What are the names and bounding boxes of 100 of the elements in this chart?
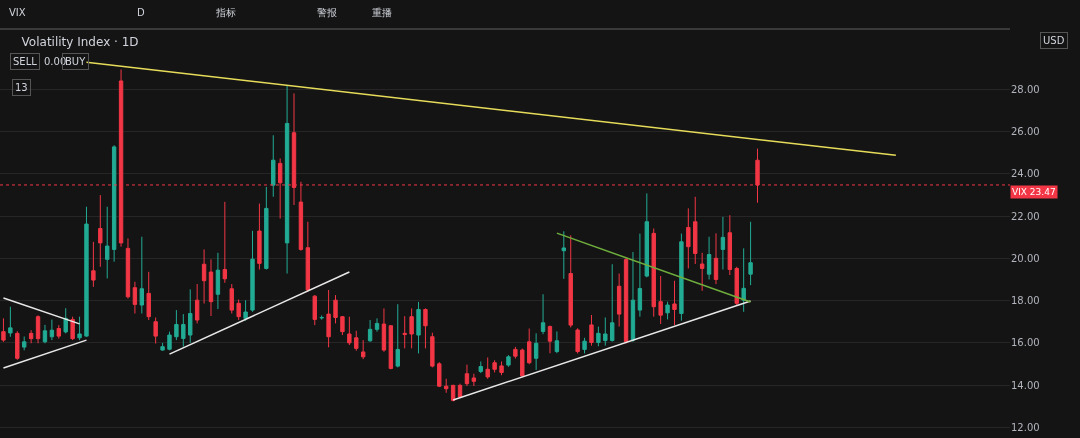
candlestick	[734, 266, 739, 306]
y-tick-label: 18.00	[1011, 295, 1040, 307]
text: 警报	[317, 7, 337, 18]
candlestick	[637, 233, 643, 318]
candlestick	[395, 303, 400, 368]
candlestick	[340, 315, 345, 336]
candlestick	[70, 316, 75, 341]
candlestick	[651, 228, 656, 318]
y-tick-label: 20.00	[1011, 252, 1040, 264]
candlestick	[533, 332, 539, 371]
y-tick-label: 26.00	[1011, 125, 1040, 137]
annotation: 13	[15, 82, 28, 93]
candlestick	[160, 342, 165, 352]
text: 指标	[215, 7, 236, 18]
y-tick-label: 24.00	[1011, 168, 1040, 180]
ref-line-label: VIX 23.47	[1012, 187, 1056, 197]
candlestick	[49, 319, 55, 341]
candlestick	[672, 280, 677, 326]
candlestick	[15, 330, 20, 361]
candlestick	[374, 317, 380, 333]
candlestick	[478, 360, 483, 374]
candlestick	[305, 221, 311, 293]
candlestick	[153, 317, 158, 344]
y-tick-label: 14.00	[1011, 379, 1040, 391]
candlestick	[644, 192, 650, 278]
candlestick	[430, 332, 435, 368]
text: USD	[1043, 35, 1065, 46]
candlestick	[748, 221, 753, 286]
candlestick	[713, 232, 719, 285]
candlestick	[547, 325, 553, 354]
candlestick	[132, 281, 138, 314]
y-tick-label: 28.00	[1011, 83, 1040, 95]
candlestick	[229, 283, 234, 314]
candlestick	[105, 206, 110, 279]
annotation: 0.00	[44, 56, 67, 67]
candlestick	[215, 252, 221, 310]
candlestick	[125, 237, 131, 299]
candlestick	[42, 324, 48, 344]
text: VIX	[9, 7, 26, 18]
candlestick	[201, 248, 207, 305]
candlestick	[347, 316, 352, 346]
candlestick	[540, 293, 546, 335]
candlestick	[686, 207, 691, 269]
candlestick	[22, 336, 27, 351]
candlestick	[28, 329, 34, 344]
candlestick	[402, 315, 407, 349]
candlestick	[720, 216, 726, 271]
candlestick	[333, 294, 338, 324]
candlestick	[741, 247, 746, 313]
y-tick-label: 22.00	[1011, 210, 1040, 222]
candlestick	[56, 324, 61, 340]
candlestick	[271, 134, 276, 198]
text: 重播	[372, 7, 392, 18]
candlestick	[437, 361, 442, 388]
candlestick	[111, 144, 117, 263]
candlestick	[236, 299, 241, 321]
annotation: SELL	[13, 56, 38, 67]
candlestick	[575, 327, 580, 354]
candlestick	[513, 346, 518, 360]
candlestick	[77, 316, 82, 341]
candlestick	[492, 359, 497, 373]
candlestick	[98, 194, 103, 268]
candlestick	[319, 314, 324, 321]
candlestick	[582, 337, 587, 354]
candlestick	[8, 306, 13, 338]
candlestick	[665, 301, 670, 320]
candlestick	[610, 263, 615, 343]
candlestick	[139, 236, 145, 314]
candlestick	[360, 339, 366, 360]
candlestick	[554, 330, 560, 354]
candlestick	[444, 378, 449, 394]
candlestick	[188, 288, 193, 344]
candlestick	[471, 373, 477, 387]
candlestick	[623, 256, 629, 344]
candlestick	[367, 319, 373, 343]
candlestick	[174, 309, 179, 341]
candlestick	[208, 258, 214, 317]
candlestick	[506, 354, 511, 368]
candlestick	[706, 236, 712, 280]
candlestick	[35, 314, 41, 344]
candlestick	[91, 241, 96, 288]
candlestick	[312, 294, 317, 326]
candlestick	[381, 307, 387, 353]
candlestick	[603, 317, 608, 347]
chart-title: Volatility Index · 1D	[21, 34, 139, 49]
candlestick	[520, 348, 525, 378]
candlestick	[388, 324, 394, 370]
candlestick	[464, 364, 470, 387]
candlestick	[1, 317, 6, 343]
candlestick	[416, 301, 421, 354]
candlestick	[727, 214, 733, 276]
candlestick	[146, 271, 151, 321]
candlestick	[243, 299, 248, 322]
candlestick	[527, 328, 532, 365]
candlestick	[679, 233, 684, 322]
candlestick	[699, 252, 705, 292]
candlestick	[181, 313, 186, 348]
y-tick-label: 16.00	[1011, 337, 1040, 349]
candlestick	[589, 314, 594, 347]
candlestick	[354, 330, 359, 352]
